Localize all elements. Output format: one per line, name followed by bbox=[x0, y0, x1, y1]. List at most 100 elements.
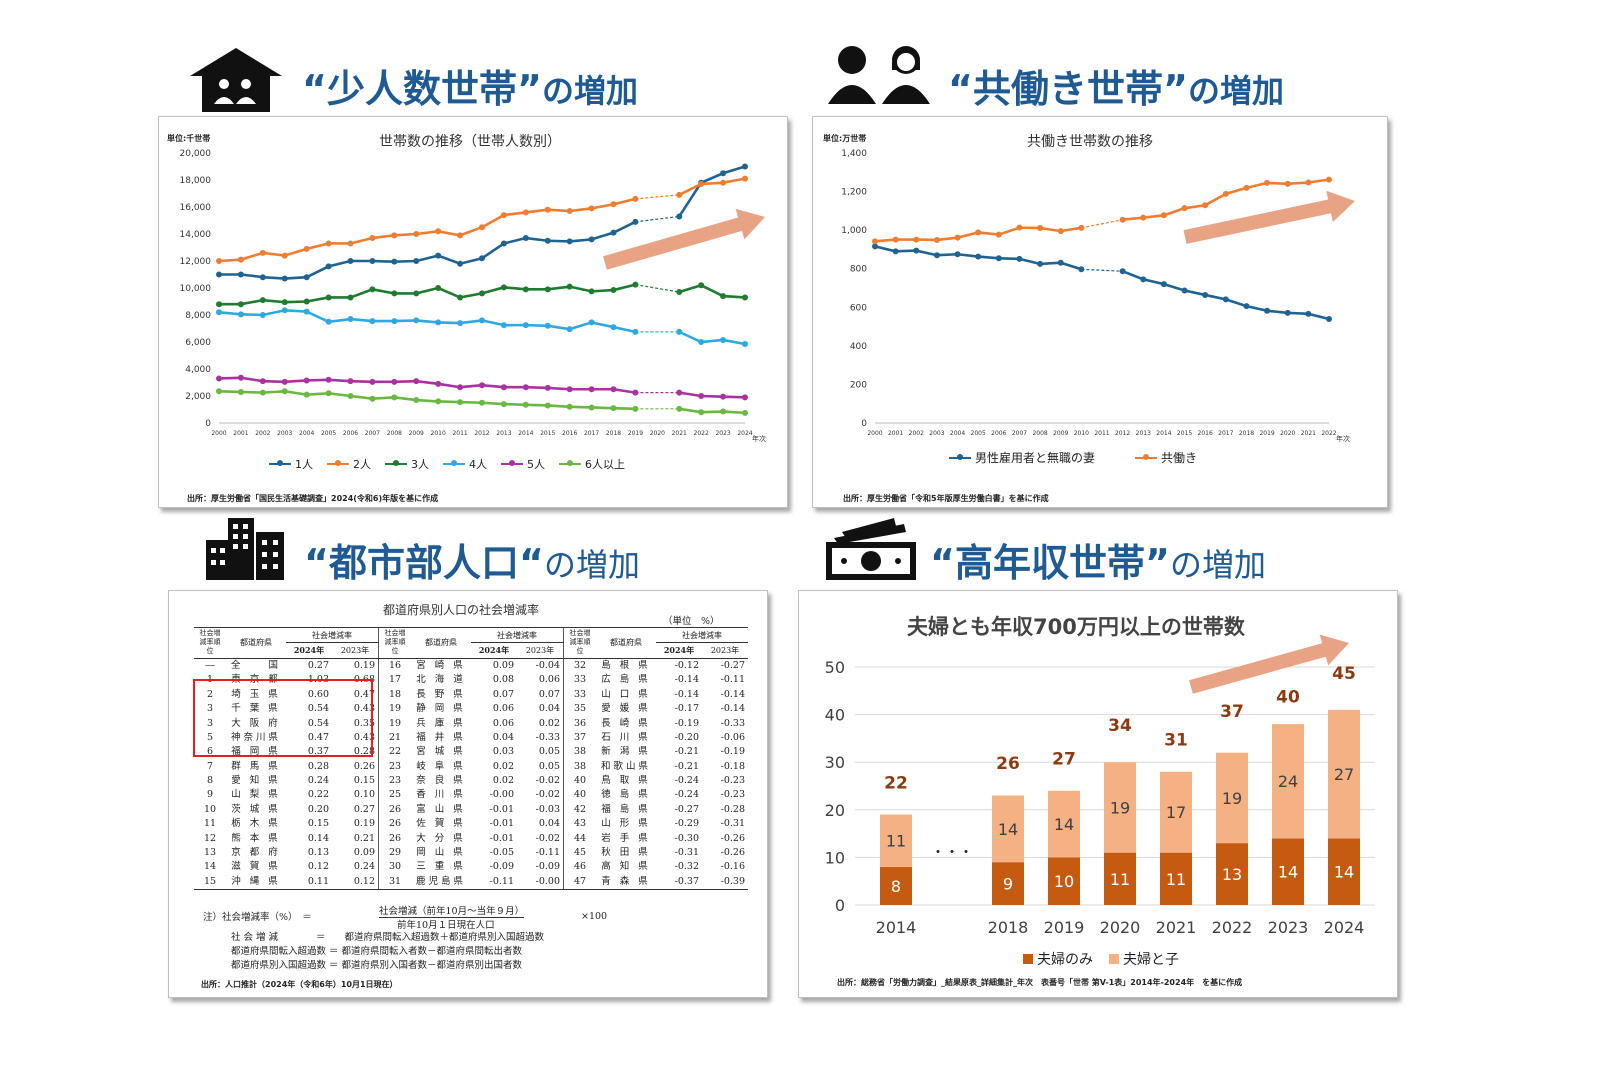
prefecture-table: 社会増減率順位 都道府県 社会増減率 社会増減率順位 都道府県 社会増減率 社会… bbox=[194, 626, 748, 891]
data-point bbox=[566, 403, 573, 410]
data-point bbox=[522, 401, 529, 408]
data-point bbox=[216, 388, 222, 395]
rate-cell: 0.24 bbox=[307, 775, 329, 787]
rank-cell: 19 bbox=[378, 716, 411, 731]
rate-cell: -0.02 bbox=[535, 775, 560, 787]
prefecture-cell: 青 森 県 bbox=[596, 874, 656, 891]
gap-dashed-line bbox=[635, 194, 680, 200]
chart4-source: 出所：総務省「労働力調査」_結果原表_詳細集計_年次 表番号「世帯 第V-1表」… bbox=[837, 978, 1243, 987]
rate-cell: 0.04 bbox=[538, 818, 560, 830]
rate-cell: -0.37 bbox=[656, 874, 702, 891]
rank-cell: 8 bbox=[206, 775, 214, 787]
bar-value-label: 14 bbox=[1054, 815, 1074, 834]
x-tick-label: 2019 bbox=[1259, 430, 1274, 437]
rate-cell: -0.11 bbox=[535, 847, 560, 859]
data-point bbox=[216, 271, 222, 278]
rate-cell: 0.06 bbox=[538, 674, 560, 686]
data-point bbox=[325, 390, 332, 397]
data-point bbox=[892, 236, 899, 243]
rate-cell: -0.31 bbox=[720, 818, 745, 830]
rank-cell: 44 bbox=[563, 831, 596, 846]
gap-dashed-line bbox=[635, 215, 680, 223]
data-point bbox=[369, 395, 376, 402]
th-rank-1: 社会増減率順位 bbox=[194, 627, 226, 659]
bar-total-label: 37 bbox=[1220, 702, 1244, 722]
bar-value-label: 17 bbox=[1166, 803, 1186, 822]
data-point bbox=[259, 249, 266, 256]
legend-label: 6人以上 bbox=[585, 458, 625, 471]
y-tick-label: 1,200 bbox=[841, 188, 867, 198]
series-line bbox=[218, 197, 636, 263]
data-point bbox=[281, 388, 288, 395]
x-tick-label: 2021 bbox=[1301, 430, 1316, 437]
data-point bbox=[259, 312, 266, 318]
data-point bbox=[632, 389, 639, 396]
x-tick-label: 2007 bbox=[365, 430, 380, 437]
x-tick-label: 2013 bbox=[496, 430, 511, 437]
data-point bbox=[369, 378, 376, 385]
bar-total-label: 26 bbox=[996, 754, 1020, 774]
table-row: 14 滋 賀 県 0.12 0.24 30 三 重 県 -0.09 -0.09 46 高 知 県-… bbox=[194, 860, 748, 875]
th-rate-2: 社会増減率 bbox=[471, 626, 564, 644]
rate-cell: 0.43 bbox=[353, 703, 375, 715]
rate-cell: 0.07 bbox=[492, 688, 514, 700]
bar-couple-only bbox=[1048, 857, 1080, 905]
legend-label: 5人 bbox=[527, 458, 545, 471]
bar-couple-only bbox=[1216, 843, 1248, 905]
data-point bbox=[522, 322, 529, 329]
rate-cell: -0.11 bbox=[471, 874, 517, 891]
data-point bbox=[544, 384, 551, 391]
rank-cell: 40 bbox=[563, 788, 596, 803]
data-point bbox=[566, 386, 573, 393]
panel-household-chart: 単位:千世帯 世帯数の推移（世帯人数別） 0 2,000 4,000 6,000 8,0… bbox=[158, 116, 788, 508]
bar-total-label: 45 bbox=[1332, 664, 1356, 684]
bar-value-label: 19 bbox=[1110, 798, 1130, 817]
y-tick-label: 8,000 bbox=[185, 311, 211, 321]
data-point bbox=[1326, 316, 1332, 323]
series-line bbox=[678, 177, 746, 197]
data-point bbox=[1057, 259, 1064, 266]
data-point bbox=[742, 409, 748, 416]
x-tick-label: 2008 bbox=[387, 430, 402, 437]
x-tick-label: 2023 bbox=[715, 430, 730, 437]
data-point bbox=[995, 255, 1002, 262]
rate-cell: 0.14 bbox=[307, 832, 329, 844]
x-tick-label: 2012 bbox=[1115, 430, 1130, 437]
th-rank-3: 社会増減率順位 bbox=[563, 627, 596, 659]
x-tick-label: 2022 bbox=[1321, 430, 1336, 437]
couple-icon bbox=[828, 46, 930, 104]
prefecture-cell: 山 口 県 bbox=[601, 688, 651, 700]
panel-high-income-chart: 夫婦とも年収700万円以上の世帯数 0 10 20 30 40 50 8 11 22 2014 9 1… bbox=[798, 590, 1398, 998]
rate-cell: -0.02 bbox=[535, 832, 560, 844]
prefecture-cell: 鳥 取 県 bbox=[601, 775, 651, 787]
data-point bbox=[954, 251, 961, 258]
y-tick-label: 400 bbox=[850, 342, 867, 352]
x-tick-label: 2017 bbox=[584, 430, 599, 437]
rank-cell: 29 bbox=[378, 845, 411, 861]
data-point bbox=[566, 238, 573, 245]
data-point bbox=[913, 236, 920, 243]
bar-value-label: 11 bbox=[886, 832, 906, 851]
data-point bbox=[457, 260, 464, 267]
chart2-unit: 単位:万世帯 bbox=[823, 134, 867, 143]
x-tick-label: 2002 bbox=[909, 430, 924, 437]
data-point bbox=[698, 409, 705, 416]
rate-cell: -0.32 bbox=[674, 861, 699, 873]
rank-cell: 3 bbox=[206, 717, 214, 729]
x-tick-label: 2018 bbox=[988, 918, 1029, 937]
chart1-source: 出所：厚生労働省「国民生活基礎調査」2024(令和6)年版を基に作成 bbox=[187, 494, 439, 503]
rate-cell: -0.02 bbox=[535, 789, 560, 801]
rate-cell: 0.12 bbox=[307, 861, 329, 873]
bar-value-label: 11 bbox=[1110, 870, 1130, 889]
data-point bbox=[281, 307, 288, 314]
data-point bbox=[610, 386, 617, 393]
data-point bbox=[1078, 266, 1085, 273]
data-point bbox=[698, 339, 705, 345]
rate-cell: 0.21 bbox=[353, 832, 375, 844]
x-tick-label: 2009 bbox=[409, 430, 424, 437]
series-line bbox=[218, 389, 636, 411]
th-y2-1: 2023年 bbox=[332, 642, 379, 659]
bar-couple-children bbox=[1160, 771, 1192, 853]
y-tick-label: 16,000 bbox=[180, 203, 212, 213]
data-point bbox=[325, 263, 332, 270]
